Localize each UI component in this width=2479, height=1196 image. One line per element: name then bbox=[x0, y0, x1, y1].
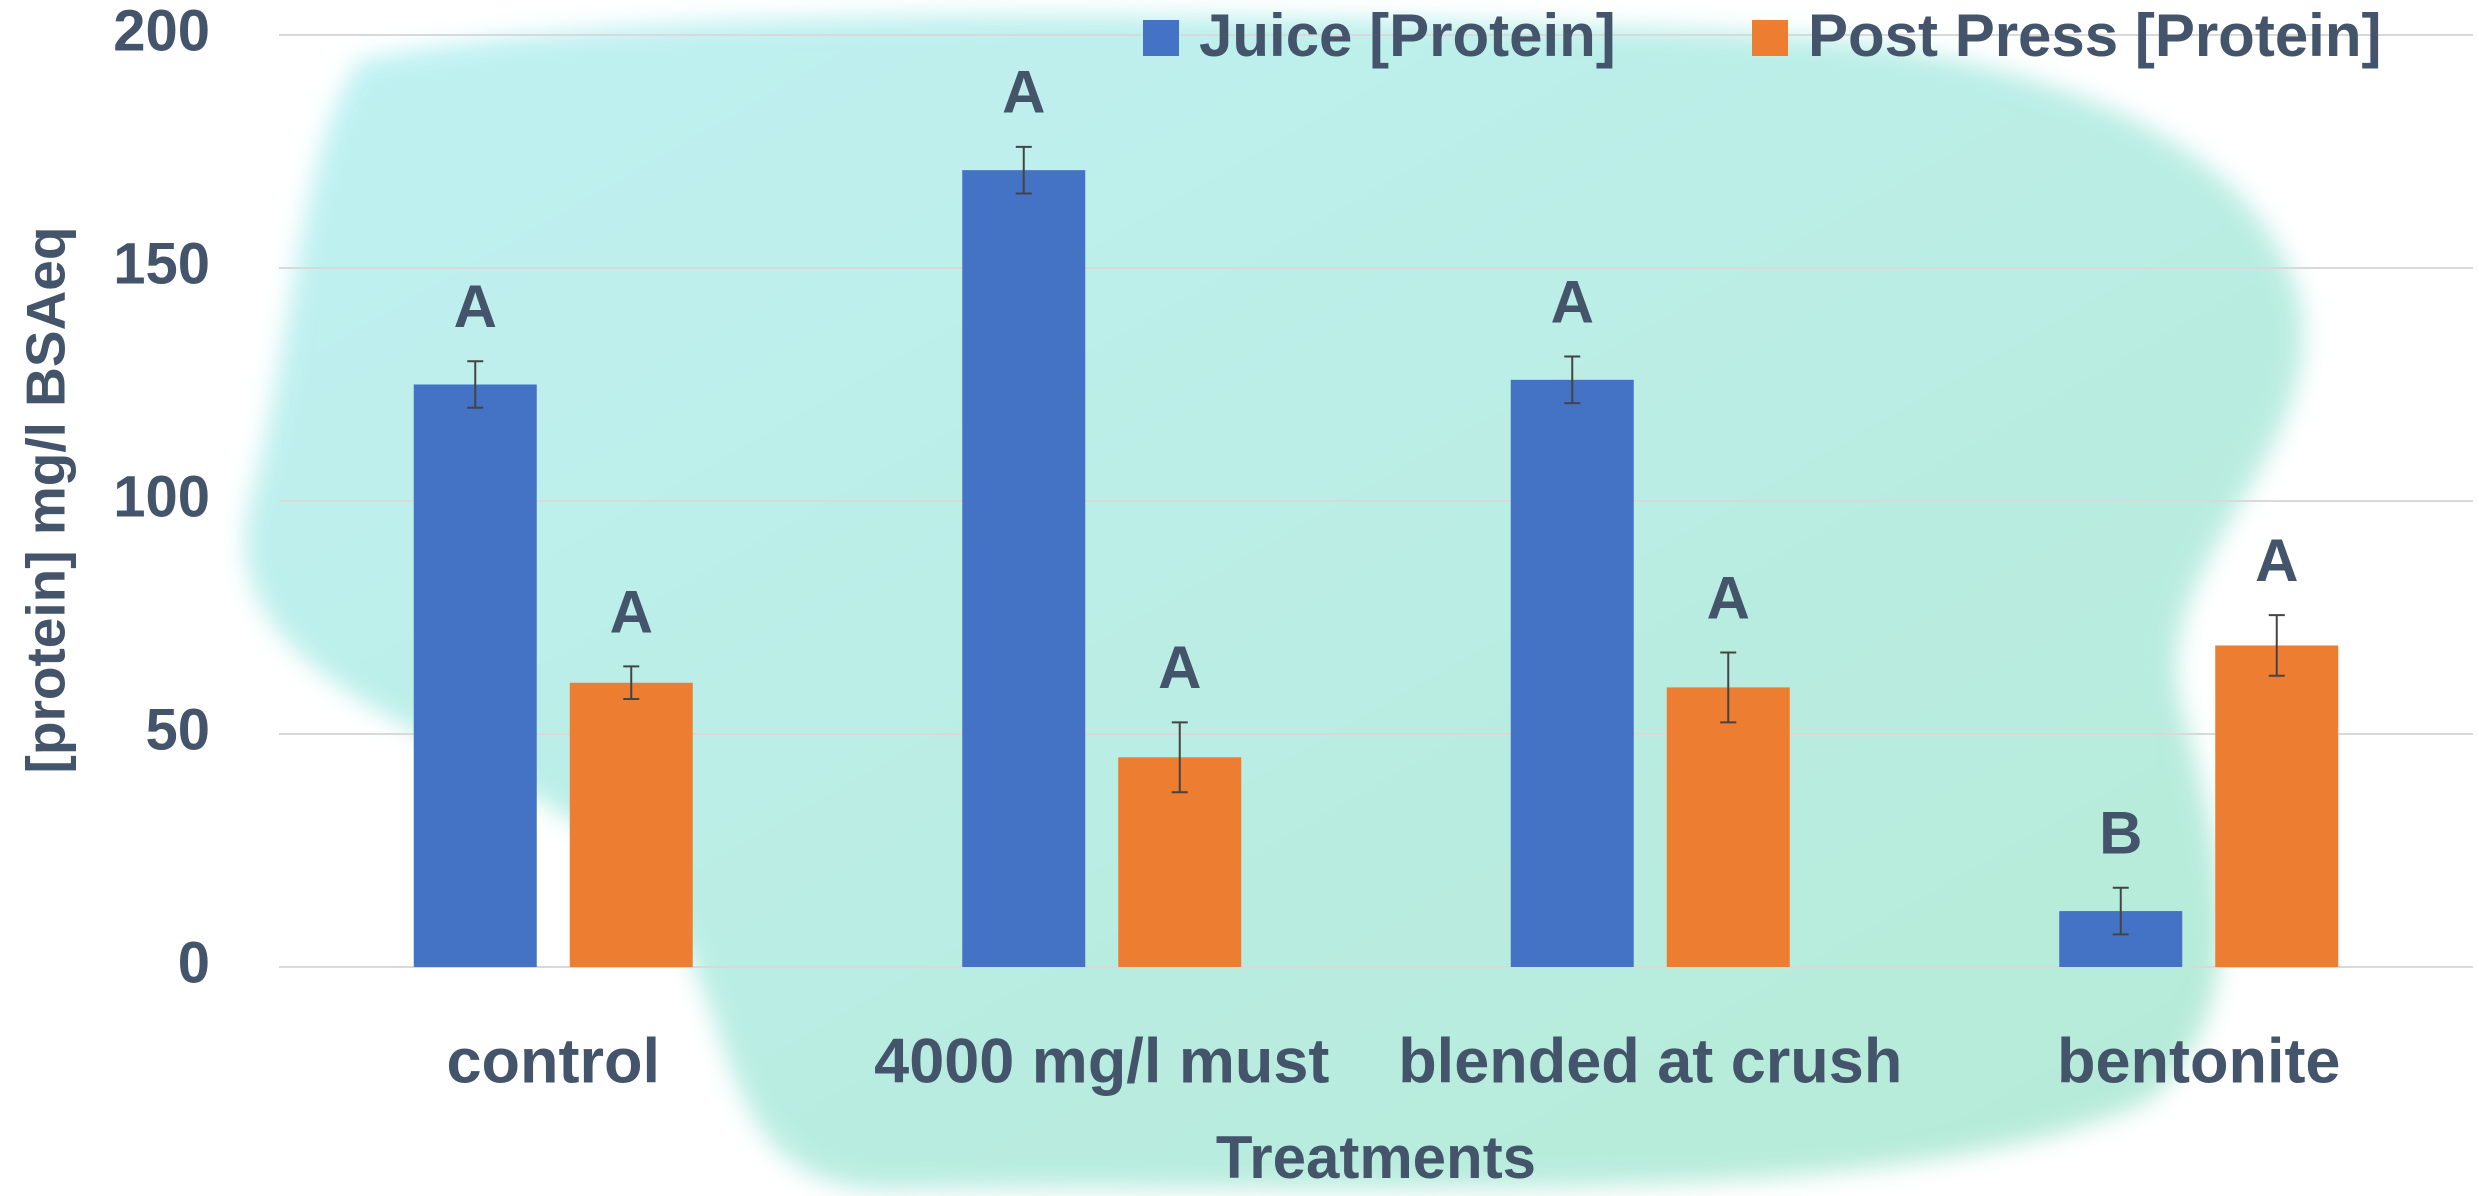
significance-letter: A bbox=[610, 578, 653, 645]
significance-letter: A bbox=[1551, 268, 1594, 335]
legend-label: Juice [Protein] bbox=[1199, 2, 1616, 69]
x-tick-label: blended at crush bbox=[1398, 1027, 1902, 1097]
y-tick-label: 200 bbox=[113, 0, 210, 63]
x-tick-label: 4000 mg/l must bbox=[874, 1027, 1329, 1097]
significance-letter: A bbox=[1707, 564, 1750, 631]
significance-letter: A bbox=[454, 273, 497, 340]
y-tick-label: 50 bbox=[145, 697, 210, 762]
legend-swatch bbox=[1143, 20, 1179, 56]
y-tick-label: 150 bbox=[113, 231, 210, 296]
bar bbox=[569, 682, 693, 967]
y-axis-label: [protein] mg/l BSAeq bbox=[15, 227, 77, 774]
y-tick-label: 0 bbox=[178, 930, 210, 995]
legend-swatch bbox=[1752, 20, 1788, 56]
x-axis-label: Treatments bbox=[1216, 1124, 1536, 1191]
x-tick-label: bentonite bbox=[2057, 1027, 2340, 1097]
significance-letter: B bbox=[2099, 800, 2142, 867]
bar bbox=[1666, 687, 1790, 967]
significance-letter: A bbox=[1002, 59, 1045, 126]
bar bbox=[1510, 379, 1634, 968]
bar bbox=[962, 170, 1086, 967]
y-tick-label: 100 bbox=[113, 464, 210, 529]
significance-letter: A bbox=[2255, 527, 2298, 594]
x-tick-label: control bbox=[447, 1027, 661, 1097]
legend-label: Post Press [Protein] bbox=[1808, 2, 2382, 69]
bar bbox=[413, 384, 537, 967]
bar bbox=[2215, 645, 2339, 967]
significance-letter: A bbox=[1158, 634, 1201, 701]
